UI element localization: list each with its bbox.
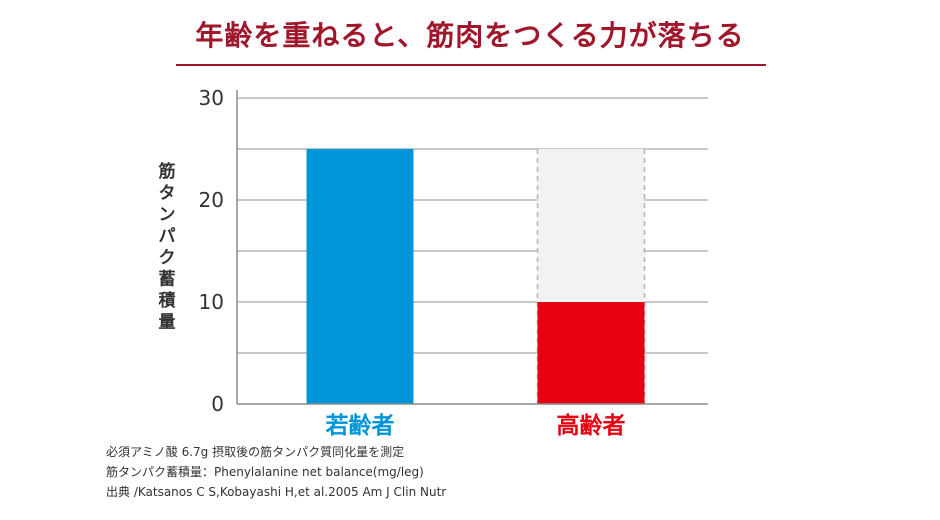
y-tick-label: 30 [199,86,224,110]
category-label: 高齢者 [557,412,626,439]
reference-bar [537,149,645,302]
y-axis-label-char: タ [159,184,176,204]
footnote-method: 必須アミノ酸 6.7g 摂取後の筋タンパク質同化量を測定 [106,445,405,459]
y-tick-label: 10 [199,290,224,314]
y-axis-label-char: 量 [159,312,176,333]
title-underline [176,64,766,66]
footnote-measure: 筋タンパク蓄積量：Phenylalanine net balance(mg/le… [106,465,424,479]
bar [537,302,645,404]
y-axis-label: 筋タンパク蓄積量 [158,161,177,333]
y-axis-label-char: 積 [159,290,177,311]
bar [306,149,414,404]
y-tick-label: 20 [199,188,224,212]
y-axis-label-char: 蓄 [159,269,176,290]
y-axis-label-char: ン [159,205,176,225]
y-tick-label: 0 [211,392,224,416]
y-axis-label-char: パ [159,227,176,247]
footnote-source: 出典 /Katsanos C S,Kobayashi H,et al.2005 … [106,485,447,499]
chart-title: 年齢を重ねると、筋肉をつくる力が落ちる [195,19,745,52]
category-label: 若齢者 [326,412,395,439]
footnotes: 必須アミノ酸 6.7g 摂取後の筋タンパク質同化量を測定 筋タンパク蓄積量：Ph… [106,442,446,502]
y-axis-label-char: 筋 [158,161,176,182]
y-axis-label-char: ク [159,248,176,268]
